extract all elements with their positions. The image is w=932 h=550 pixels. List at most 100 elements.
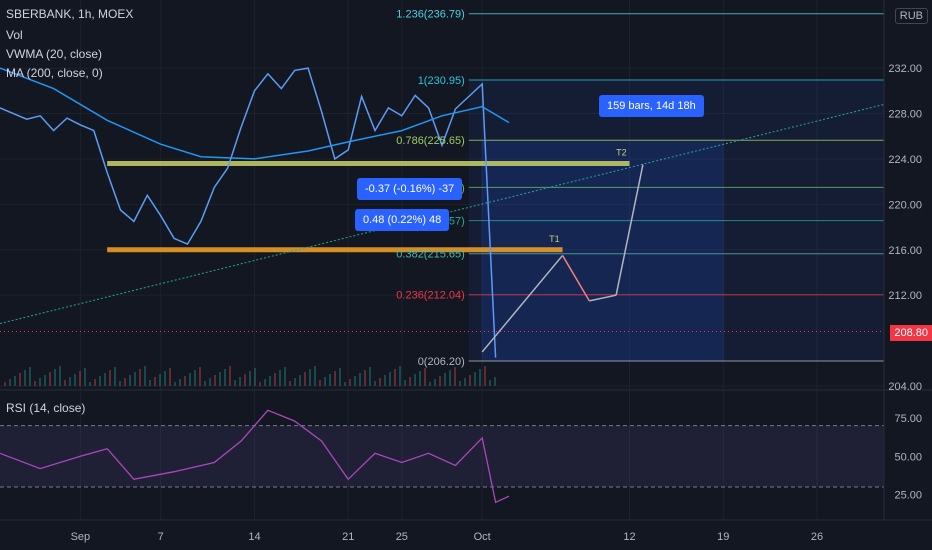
volume-bar <box>369 367 371 386</box>
volume-bar <box>414 374 416 386</box>
grid-lines <box>0 0 884 520</box>
vwma-legend[interactable]: VWMA (20, close) <box>6 47 103 61</box>
volume-bar <box>364 370 366 386</box>
volume-bar <box>34 381 36 386</box>
volume-bar <box>184 376 186 386</box>
volume-bar <box>124 378 126 386</box>
time-tick-label: 25 <box>396 531 408 543</box>
time-tick-label: Oct <box>474 531 491 543</box>
price-tick-label: 204.00 <box>888 381 922 393</box>
volume-bar <box>209 378 211 386</box>
volume-bar <box>94 379 96 386</box>
volume-bar <box>399 366 401 386</box>
volume-bar <box>114 367 116 386</box>
time-tick-label: 12 <box>623 531 635 543</box>
measure-box-1[interactable]: -0.37 (-0.16%) -37 <box>357 178 463 200</box>
volume-bar <box>334 371 336 386</box>
volume-bar <box>229 366 231 386</box>
ma-legend[interactable]: MA (200, close, 0) <box>6 66 103 80</box>
projection-segment <box>589 294 617 302</box>
price-tick-label: 224.00 <box>888 154 922 166</box>
rsi-legend[interactable]: RSI (14, close) <box>6 401 86 415</box>
volume-bar <box>179 379 181 386</box>
volume-bar <box>469 375 471 386</box>
volume-bar <box>89 382 91 386</box>
projection-segment <box>615 164 644 296</box>
volume-bar <box>309 369 311 386</box>
measure-box-2[interactable]: 0.48 (0.22%) 48 <box>355 209 450 231</box>
price-tick-label: 212.00 <box>888 290 922 302</box>
volume-bar <box>284 367 286 386</box>
volume-bar <box>434 379 436 386</box>
volume-bar <box>484 366 486 386</box>
volume-bar <box>69 377 71 386</box>
fib-level-label: 1(230.95) <box>418 75 465 87</box>
volume-bar <box>274 373 276 386</box>
rsi-panel[interactable] <box>0 389 932 504</box>
volume-bar <box>174 382 176 386</box>
fib-level-label: 0.382(215.65) <box>396 249 465 261</box>
price-tick-label: 228.00 <box>888 109 922 121</box>
time-tick-label: 21 <box>342 531 354 543</box>
ma-line <box>0 67 510 160</box>
price-tick-label: 220.00 <box>888 199 922 211</box>
symbol-title[interactable]: SBERBANK, 1h, MOEX <box>6 7 134 21</box>
volume-bar <box>259 382 261 386</box>
rsi-tick-label: 25.00 <box>894 490 922 502</box>
volume-bar <box>74 374 76 386</box>
fib-level-label: 1.236(236.79) <box>396 9 465 21</box>
volume-bar <box>374 381 376 386</box>
fibonacci-retracement[interactable] <box>468 13 884 362</box>
volume-bar <box>169 368 171 386</box>
volume-bar <box>39 378 41 386</box>
volume-bar <box>404 380 406 386</box>
fib-level-label: 0.236(212.04) <box>396 290 465 302</box>
volume-bar <box>204 381 206 386</box>
price-series[interactable] <box>0 67 510 358</box>
volume-bar <box>319 380 321 386</box>
rsi-tick-label: 50.00 <box>894 451 922 463</box>
projection-path[interactable] <box>481 164 644 353</box>
volume-bar <box>134 372 136 386</box>
projection-segment <box>481 254 564 353</box>
fib-level-label: 0(206.20) <box>418 356 465 368</box>
volume-bar <box>24 370 26 386</box>
volume-bar <box>359 373 361 386</box>
volume-bar <box>79 371 81 386</box>
volume-bar <box>324 377 326 386</box>
volume-bar <box>164 371 166 386</box>
volume-bar <box>154 377 156 386</box>
time-tick-label: 26 <box>811 531 823 543</box>
target-1-label: T1 <box>549 234 560 244</box>
volume-bar <box>449 370 451 386</box>
volume-bar <box>344 382 346 386</box>
volume-bar <box>389 372 391 386</box>
price-tick-label: 232.00 <box>888 63 922 75</box>
volume-bar <box>189 373 191 386</box>
volume-bar <box>54 369 56 386</box>
volume-bar <box>119 381 121 386</box>
volume-bar <box>234 380 236 386</box>
volume-bar <box>99 376 101 386</box>
volume-bar <box>299 375 301 386</box>
volume-bar <box>454 367 456 386</box>
currency-selector[interactable]: RUB <box>894 8 928 24</box>
volume-bar <box>304 372 306 386</box>
rsi-tick-label: 75.00 <box>894 413 922 425</box>
volume-bar <box>479 369 481 386</box>
volume-bar <box>314 366 316 386</box>
range-info-box[interactable]: 159 bars, 14d 18h <box>599 95 704 117</box>
volume-bar <box>429 382 431 386</box>
horizontal-levels[interactable] <box>0 160 884 333</box>
volume-bar <box>64 380 66 386</box>
volume-bar <box>254 368 256 386</box>
volume-legend[interactable]: Vol <box>6 28 23 42</box>
price-tick-label: 216.00 <box>888 245 922 257</box>
volume-bar <box>329 374 331 386</box>
volume-bar <box>424 368 426 386</box>
volume-bar <box>19 373 21 386</box>
volume-bar <box>349 379 351 386</box>
volume-bar <box>224 369 226 386</box>
